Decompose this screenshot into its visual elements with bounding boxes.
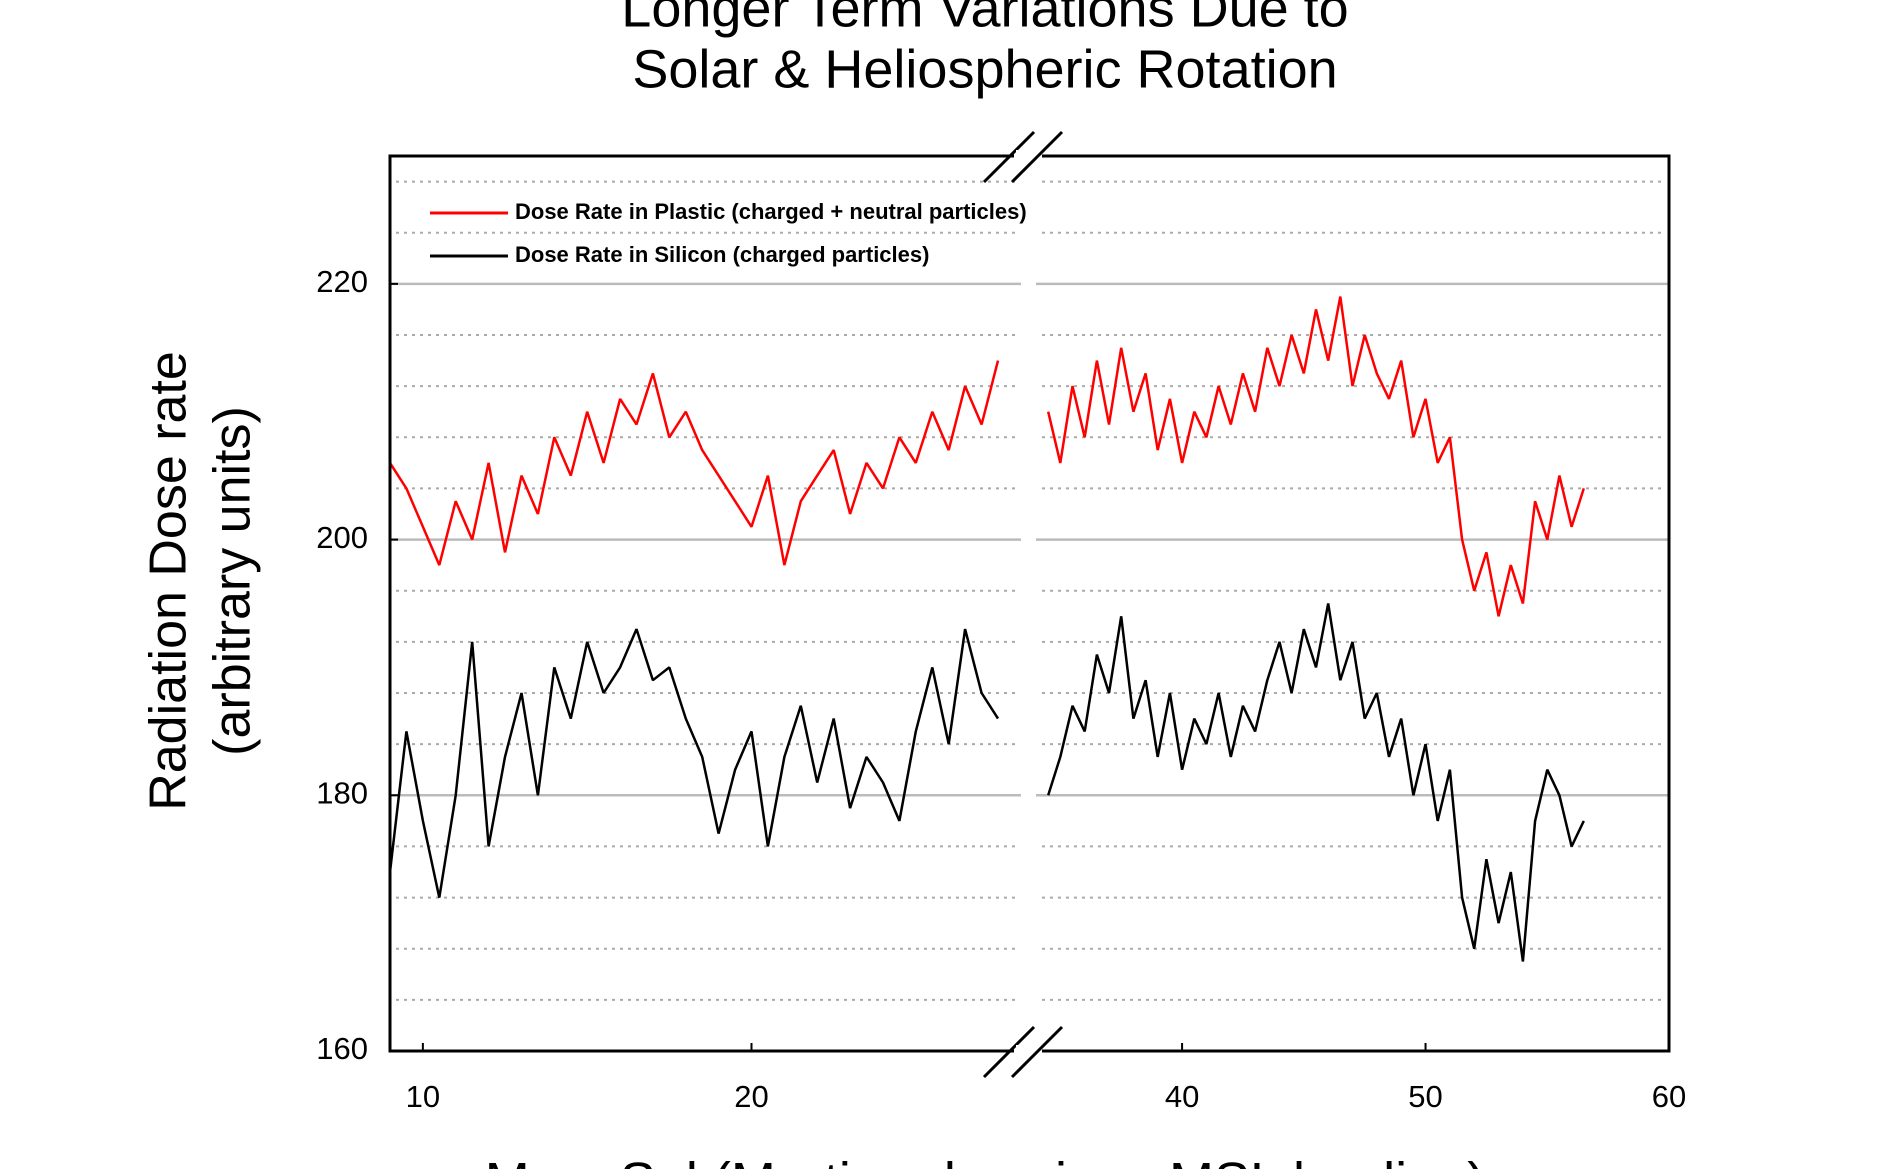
chart-title: Solar & Heliospheric Rotation [632, 39, 1337, 99]
x-tick-label: 40 [1165, 1079, 1199, 1114]
axis-break [982, 1025, 1036, 1079]
data-line [1046, 296, 1585, 617]
chart-title: Longer Term Variations Due to [621, 0, 1348, 38]
data-line [388, 628, 1000, 898]
x-tick-label: 10 [406, 1079, 440, 1114]
axis-break [982, 130, 1036, 184]
x-tick-label: 60 [1652, 1079, 1686, 1114]
y-tick-label: 220 [316, 264, 368, 299]
y-tick-label: 200 [316, 520, 368, 555]
y-tick-label: 160 [316, 1031, 368, 1066]
x-axis-label: Mars Sol (Martian day since MSL landing) [485, 1152, 1485, 1169]
legend-label: Dose Rate in Plastic (charged + neutral … [515, 199, 1027, 224]
y-axis-label: Radiation Dose rate [140, 351, 198, 811]
data-line [1047, 603, 1585, 962]
plot-frame [388, 154, 1014, 1053]
x-tick-label: 50 [1408, 1079, 1442, 1114]
plot-frame [1042, 154, 1671, 1053]
axis-break [1010, 130, 1064, 184]
axis-break [1010, 1025, 1064, 1079]
data-line [388, 360, 1000, 566]
x-tick-label: 20 [734, 1079, 768, 1114]
y-axis-label: (arbitrary units) [204, 406, 262, 756]
legend-label: Dose Rate in Silicon (charged particles) [515, 242, 929, 267]
y-tick-label: 180 [316, 775, 368, 810]
